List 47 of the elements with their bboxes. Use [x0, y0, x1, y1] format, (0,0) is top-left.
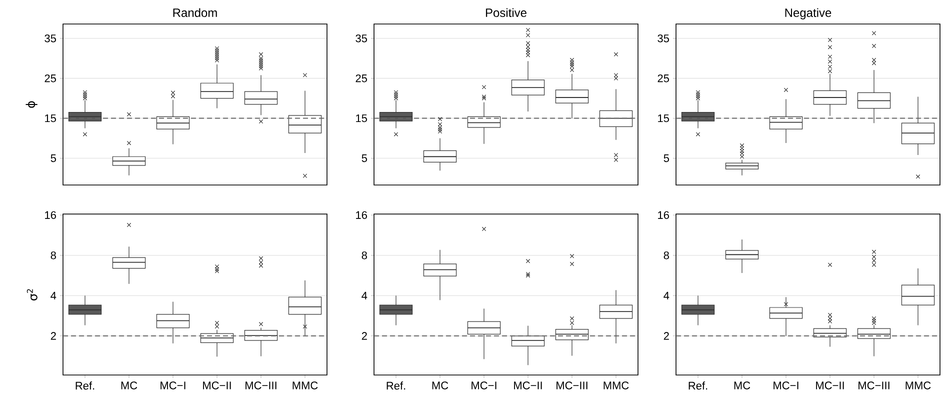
y-tick-label: 8 [362, 251, 367, 260]
y-tick-label: 35 [356, 34, 367, 42]
x-tick-label: MC−III [246, 382, 276, 390]
y-tick-label: 4 [50, 292, 56, 300]
y-tick-label: 15 [356, 114, 367, 122]
x-tick-label: MC−III [556, 382, 588, 390]
y-tick-label: 5 [664, 154, 669, 162]
x-tick-label: MC−I [472, 382, 496, 390]
x-tick-label: MC−II [514, 382, 542, 390]
y-tick-label: 16 [658, 211, 669, 219]
x-tick-label: Ref. [688, 382, 708, 390]
y-tick-label: 15 [658, 114, 669, 122]
chart-title: Random [173, 8, 217, 17]
y-tick-label: 8 [664, 251, 669, 260]
y-tick-label: 15 [45, 114, 56, 122]
x-tick-label: MC−II [816, 382, 844, 390]
y-tick-label: 4 [664, 292, 670, 300]
x-tick-label: MC−I [160, 382, 186, 390]
x-tick-label: MC−III [858, 382, 890, 390]
x-tick-label: Ref. [386, 382, 406, 390]
chart-title: Negative [785, 8, 832, 20]
x-tick-label: MC−II [203, 382, 231, 390]
x-tick-label: Ref. [76, 382, 94, 390]
x-tick-label: MMC [292, 382, 318, 390]
y-tick-label: 5 [50, 154, 56, 162]
y-tick-label: 25 [44, 74, 56, 82]
y-tick-label: 25 [658, 74, 669, 82]
chart-title: Positive [486, 8, 526, 17]
y-tick-label: 2 [362, 332, 367, 340]
y-tick-label: 5 [362, 154, 367, 162]
x-tick-label: MMC [604, 382, 629, 390]
x-tick-label: MC−I [774, 382, 798, 390]
x-tick-label: MMC [906, 382, 931, 390]
y-axis-title: ϕ [26, 101, 38, 108]
y-axis-title: σ$^{2}$ [26, 289, 38, 300]
y-tick-label: 16 [356, 211, 367, 219]
y-tick-label: 35 [44, 34, 56, 42]
y-tick-label: 35 [658, 34, 669, 42]
y-tick-label: 25 [356, 74, 367, 82]
x-tick-label: MC [121, 382, 138, 390]
y-tick-label: 16 [45, 211, 56, 219]
x-tick-label: MC [734, 382, 750, 390]
y-tick-label: 4 [362, 292, 368, 300]
y-tick-label: 2 [664, 332, 669, 340]
x-tick-label: MC [432, 382, 448, 390]
y-tick-label: 2 [50, 332, 56, 340]
y-tick-label: 8 [50, 251, 56, 260]
